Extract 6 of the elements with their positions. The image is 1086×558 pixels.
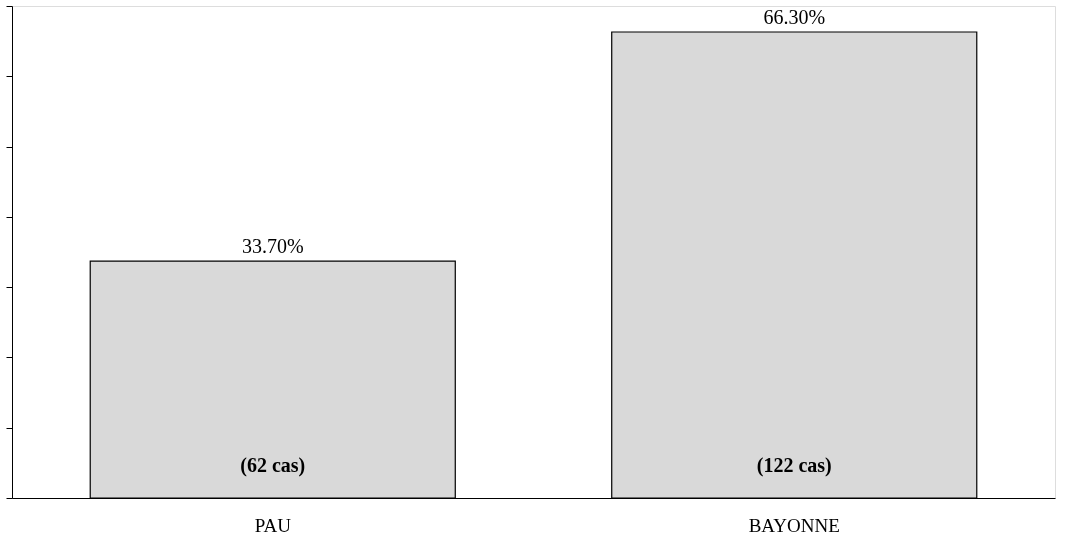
data-label: 66.30%	[763, 6, 826, 29]
x-tick-label: BAYONNE	[748, 514, 840, 536]
x-tick-label: PAU	[254, 514, 292, 536]
data-label: 33.70%	[241, 235, 304, 258]
annotation: (62 cas)	[240, 454, 306, 477]
annotation: (122 cas)	[756, 454, 832, 477]
